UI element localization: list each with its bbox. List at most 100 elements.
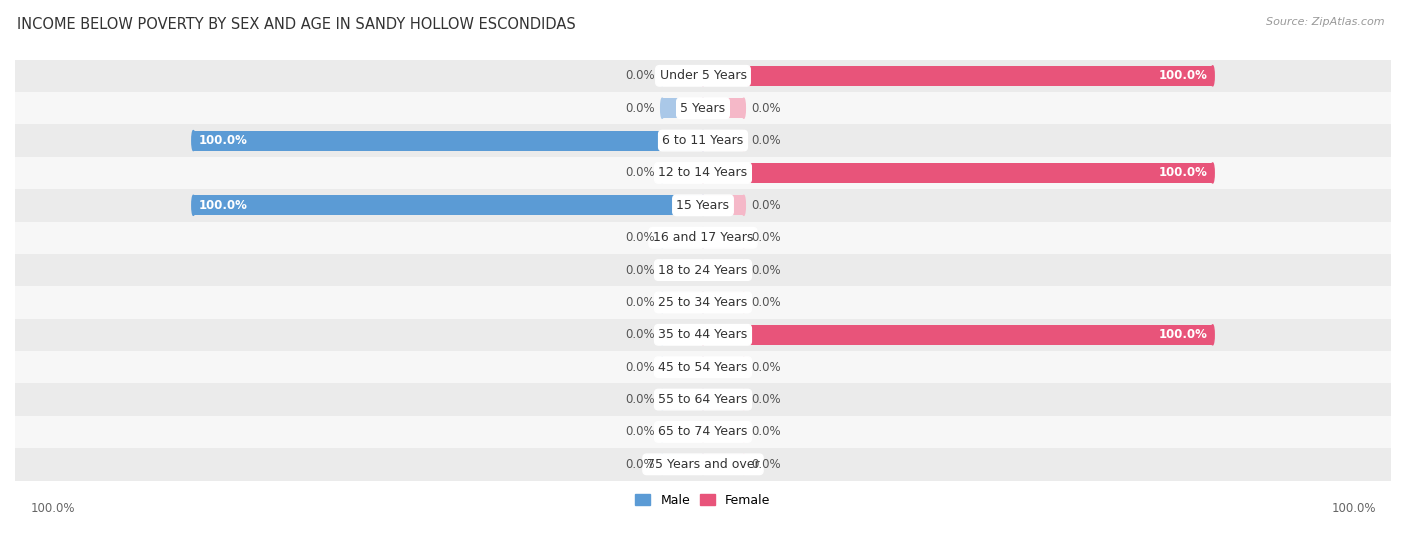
Ellipse shape xyxy=(702,454,704,474)
Bar xyxy=(15,416,1391,448)
Bar xyxy=(15,319,1391,351)
Ellipse shape xyxy=(661,260,664,280)
Text: 0.0%: 0.0% xyxy=(751,360,782,374)
Ellipse shape xyxy=(702,163,704,183)
Ellipse shape xyxy=(742,454,745,474)
Bar xyxy=(15,286,1391,319)
Text: 0.0%: 0.0% xyxy=(751,263,782,277)
Bar xyxy=(15,383,1391,416)
Ellipse shape xyxy=(742,357,745,377)
Text: 100.0%: 100.0% xyxy=(198,134,247,147)
Text: 0.0%: 0.0% xyxy=(624,69,655,83)
Ellipse shape xyxy=(702,131,704,151)
Bar xyxy=(15,92,1391,124)
Ellipse shape xyxy=(742,422,745,442)
Ellipse shape xyxy=(742,228,745,248)
Text: 100.0%: 100.0% xyxy=(1159,69,1208,83)
Text: 0.0%: 0.0% xyxy=(624,393,655,406)
Text: 35 to 44 Years: 35 to 44 Years xyxy=(658,328,748,341)
Ellipse shape xyxy=(191,131,195,151)
Text: 0.0%: 0.0% xyxy=(751,134,782,147)
Bar xyxy=(15,222,1391,254)
Text: 12 to 14 Years: 12 to 14 Years xyxy=(658,166,748,180)
Legend: Male, Female: Male, Female xyxy=(630,489,776,512)
Bar xyxy=(703,98,744,118)
Ellipse shape xyxy=(661,357,664,377)
Text: 0.0%: 0.0% xyxy=(624,425,655,439)
Text: 0.0%: 0.0% xyxy=(624,231,655,244)
Text: 0.0%: 0.0% xyxy=(624,360,655,374)
Ellipse shape xyxy=(702,66,704,86)
Ellipse shape xyxy=(702,389,704,410)
Bar xyxy=(662,422,703,442)
Text: 45 to 54 Years: 45 to 54 Years xyxy=(658,360,748,374)
Ellipse shape xyxy=(742,260,745,280)
Ellipse shape xyxy=(702,98,704,118)
Ellipse shape xyxy=(702,325,704,345)
Ellipse shape xyxy=(702,195,704,215)
Ellipse shape xyxy=(702,98,704,118)
Text: Under 5 Years: Under 5 Years xyxy=(659,69,747,83)
Text: 0.0%: 0.0% xyxy=(624,166,655,180)
Text: 25 to 34 Years: 25 to 34 Years xyxy=(658,296,748,309)
Bar xyxy=(15,189,1391,222)
Text: 15 Years: 15 Years xyxy=(676,199,730,212)
Ellipse shape xyxy=(702,389,704,410)
Bar xyxy=(703,454,744,474)
Text: 0.0%: 0.0% xyxy=(624,458,655,471)
Text: 0.0%: 0.0% xyxy=(751,296,782,309)
Ellipse shape xyxy=(702,325,704,345)
Text: 100.0%: 100.0% xyxy=(31,502,75,514)
Ellipse shape xyxy=(702,260,704,280)
Bar xyxy=(662,228,703,248)
Text: 55 to 64 Years: 55 to 64 Years xyxy=(658,393,748,406)
Ellipse shape xyxy=(702,228,704,248)
Text: 100.0%: 100.0% xyxy=(1331,502,1375,514)
Ellipse shape xyxy=(661,66,664,86)
Text: 0.0%: 0.0% xyxy=(751,199,782,212)
Bar xyxy=(662,260,703,280)
Text: 0.0%: 0.0% xyxy=(751,425,782,439)
Ellipse shape xyxy=(702,228,704,248)
Bar xyxy=(703,292,744,312)
Bar xyxy=(703,422,744,442)
Ellipse shape xyxy=(702,131,704,151)
Ellipse shape xyxy=(702,163,704,183)
Text: 75 Years and over: 75 Years and over xyxy=(647,458,759,471)
Bar xyxy=(662,66,703,86)
Bar xyxy=(703,389,744,410)
Bar xyxy=(194,131,703,151)
Ellipse shape xyxy=(702,357,704,377)
Bar xyxy=(662,163,703,183)
Bar xyxy=(15,60,1391,92)
Bar xyxy=(662,357,703,377)
Text: INCOME BELOW POVERTY BY SEX AND AGE IN SANDY HOLLOW ESCONDIDAS: INCOME BELOW POVERTY BY SEX AND AGE IN S… xyxy=(17,17,575,32)
Text: 100.0%: 100.0% xyxy=(1159,166,1208,180)
Bar xyxy=(703,66,1212,86)
Bar xyxy=(662,325,703,345)
Bar xyxy=(662,454,703,474)
Ellipse shape xyxy=(702,292,704,312)
Bar xyxy=(703,195,744,215)
Text: 16 and 17 Years: 16 and 17 Years xyxy=(652,231,754,244)
Text: Source: ZipAtlas.com: Source: ZipAtlas.com xyxy=(1267,17,1385,27)
Text: 100.0%: 100.0% xyxy=(1159,328,1208,341)
Ellipse shape xyxy=(661,454,664,474)
Ellipse shape xyxy=(702,292,704,312)
Text: 0.0%: 0.0% xyxy=(751,393,782,406)
Text: 100.0%: 100.0% xyxy=(198,199,247,212)
Text: 65 to 74 Years: 65 to 74 Years xyxy=(658,425,748,439)
Ellipse shape xyxy=(1211,325,1215,345)
Bar xyxy=(662,292,703,312)
Ellipse shape xyxy=(661,163,664,183)
Text: 0.0%: 0.0% xyxy=(751,458,782,471)
Ellipse shape xyxy=(191,195,195,215)
Text: 6 to 11 Years: 6 to 11 Years xyxy=(662,134,744,147)
Ellipse shape xyxy=(1211,163,1215,183)
Ellipse shape xyxy=(742,98,745,118)
Ellipse shape xyxy=(702,66,704,86)
Bar xyxy=(15,157,1391,189)
Bar xyxy=(703,357,744,377)
Bar xyxy=(15,124,1391,157)
Text: 5 Years: 5 Years xyxy=(681,102,725,115)
